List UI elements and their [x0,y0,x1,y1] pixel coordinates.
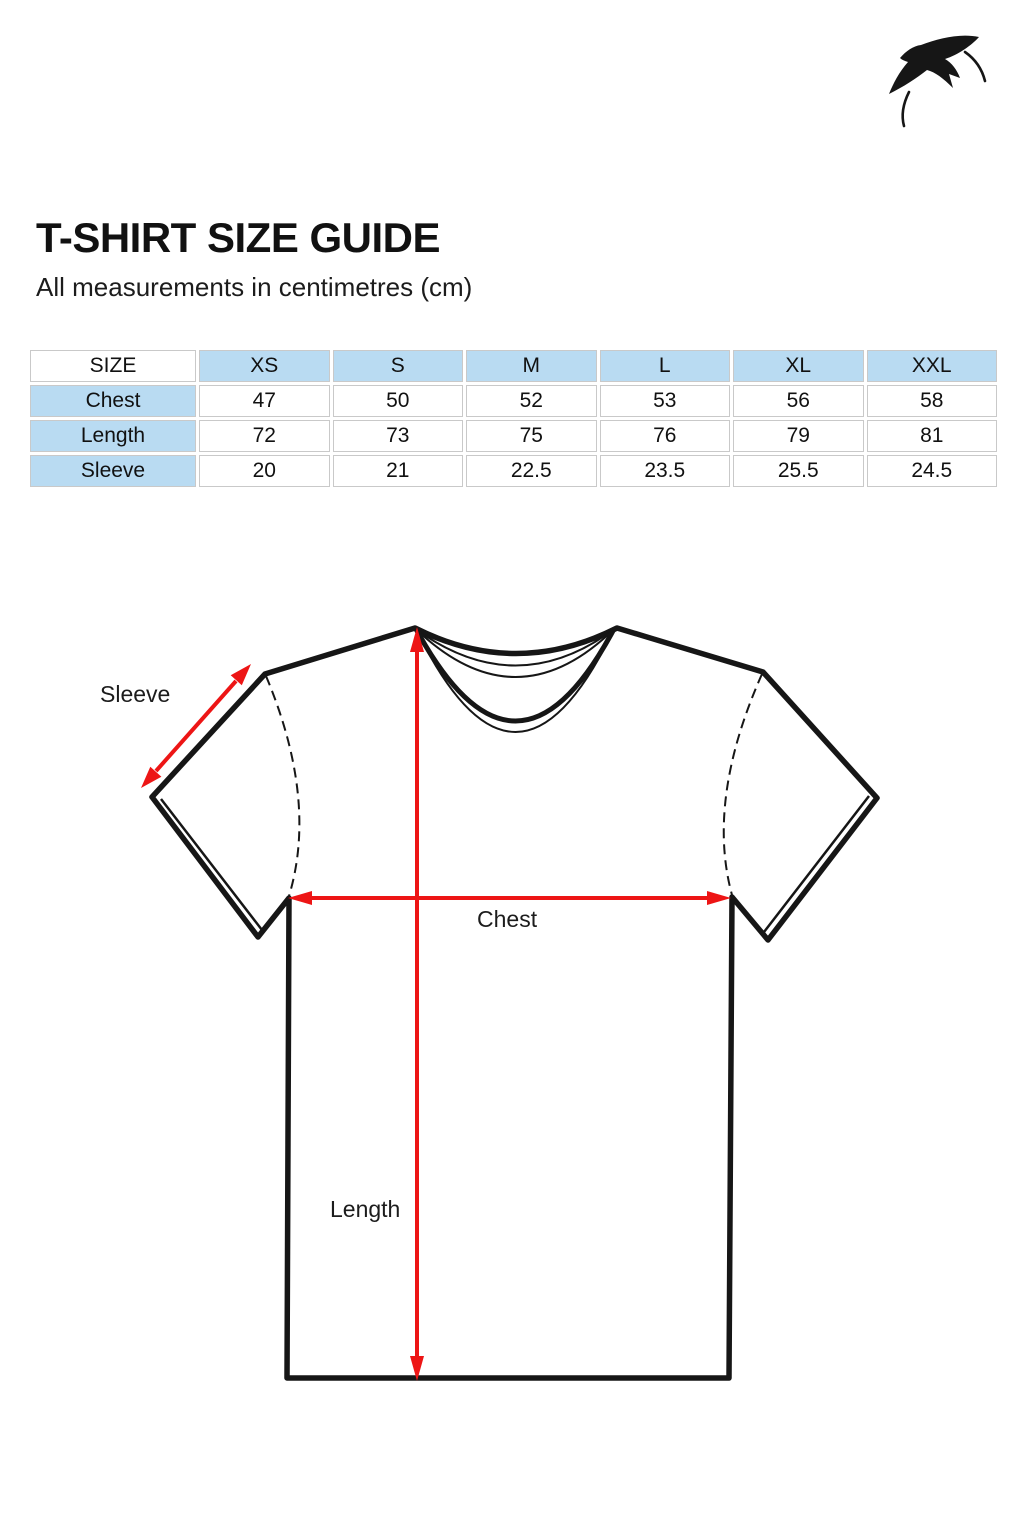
sleeve-arrowhead-top [230,664,251,686]
tshirt-outline [149,625,880,1381]
cell-length-l: 76 [599,420,730,452]
left-armhole-seam [265,675,301,897]
cell-sleeve-s: 21 [332,455,463,487]
size-col-m: M [466,350,597,382]
cell-chest-xxl: 58 [866,385,997,417]
collar-line-1 [416,629,614,667]
table-row-length: Length 72 73 75 76 79 81 [30,420,997,452]
cell-chest-s: 50 [332,385,463,417]
cell-length-s: 73 [332,420,463,452]
chest-arrowhead-right [707,891,731,905]
cell-chest-l: 53 [599,385,730,417]
measurement-arrows [141,627,731,1381]
size-col-l: L [599,350,730,382]
row-label-length: Length [30,420,196,452]
row-label-chest: Chest [30,385,196,417]
collar-line-3 [413,627,617,724]
size-col-xl: XL [733,350,864,382]
chest-arrowhead-left [288,891,312,905]
collar-line-4 [416,630,614,733]
cell-chest-m: 52 [466,385,597,417]
size-col-xs: XS [199,350,330,382]
cell-sleeve-xxl: 24.5 [866,455,997,487]
size-table-header-row: SIZE XS S M L XL XXL [30,350,997,382]
collar-line-2 [417,630,613,678]
cell-length-xxl: 81 [866,420,997,452]
cell-sleeve-l: 23.5 [599,455,730,487]
size-table-corner-cell: SIZE [30,350,196,382]
size-table: SIZE XS S M L XL XXL Chest 47 50 52 53 5… [27,347,1000,490]
length-arrowhead-top [410,627,424,652]
length-label: Length [330,1196,401,1222]
row-label-sleeve: Sleeve [30,455,196,487]
page-subtitle: All measurements in centimetres (cm) [36,272,473,302]
cell-length-xl: 79 [733,420,864,452]
cell-length-xs: 72 [199,420,330,452]
cell-sleeve-xl: 25.5 [733,455,864,487]
table-row-sleeve: Sleeve 20 21 22.5 23.5 25.5 24.5 [30,455,997,487]
right-cuff-hem [763,795,870,933]
bird-logo-icon [889,35,987,128]
right-armhole-seam [722,673,763,896]
length-arrowhead-bottom [410,1356,424,1381]
chest-label: Chest [477,906,538,932]
sleeve-label: Sleeve [100,681,171,707]
table-row-chest: Chest 47 50 52 53 56 58 [30,385,997,417]
page-title: T-SHIRT SIZE GUIDE [36,214,441,261]
cell-sleeve-xs: 20 [199,455,330,487]
cell-sleeve-m: 22.5 [466,455,597,487]
cell-length-m: 75 [466,420,597,452]
cell-chest-xl: 56 [733,385,864,417]
size-col-xxl: XXL [866,350,997,382]
cell-chest-xs: 47 [199,385,330,417]
size-col-s: S [332,350,463,382]
left-cuff-hem [160,798,263,931]
sleeve-arrow-line [154,679,238,773]
sleeve-arrowhead-bottom [141,766,162,788]
